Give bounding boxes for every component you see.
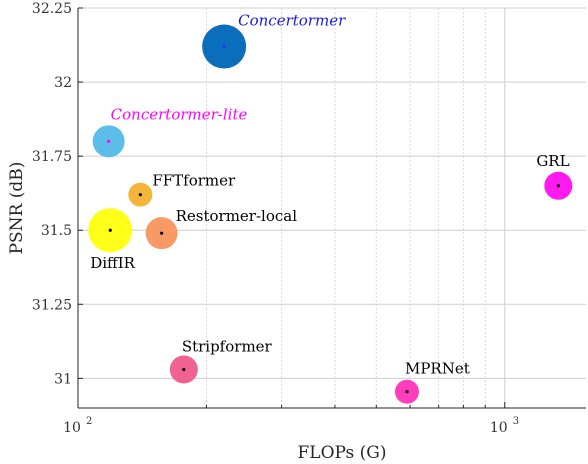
y-tick-label: 32 [54,75,72,91]
x-axis-label: FLOPs (G) [298,443,387,463]
point-label: Restormer-local [176,207,298,225]
data-points: Concertormer Concertormer-lite FFTformer Di… [88,12,573,404]
y-axis-label: PSNR (dB) [7,162,27,255]
grid-lines [77,7,586,408]
point-label: FFTformer [152,172,236,190]
point-mprnet: MPRNet [394,360,470,404]
point-center-dot [107,139,111,143]
point-center-dot [222,44,226,49]
y-tick-label: 31.25 [32,297,72,313]
point-label: Stripformer [182,337,273,355]
point-center-dot [108,228,112,232]
point-concertormer-lite: Concertormer-lite [92,105,248,158]
y-tick-label: 31 [54,371,72,387]
point-concertormer: Concertormer [202,12,346,69]
point-center-dot [138,193,142,197]
tick-labels: 31 31.25 31.5 31.75 32 32.25 10 2 10 3 [32,1,519,436]
point-center-dot [182,367,186,372]
x-tick-exponent: 2 [86,416,92,427]
y-tick-label: 31.75 [32,149,72,165]
point-diffir: DiffIR [88,208,136,272]
point-label: DiffIR [90,254,135,272]
point-center-dot [405,390,409,394]
point-label: Concertormer [238,12,346,30]
point-label: GRL [536,152,569,170]
point-restormer-local: Restormer-local [145,207,298,250]
point-center-dot [160,231,164,235]
point-stripformer: Stripformer [169,337,273,384]
x-tick-label: 10 [63,420,81,436]
y-tick-label: 31.5 [41,223,72,239]
point-fftformer: FFTformer [128,172,236,207]
point-grl: GRL [536,152,573,200]
x-tick-label: 10 [490,420,508,436]
axes [77,7,586,409]
point-center-dot [556,184,560,188]
point-label: Concertormer-lite [111,105,248,123]
point-label: MPRNet [405,360,470,378]
x-tick-exponent: 3 [513,416,519,427]
y-tick-label: 32.25 [32,1,72,17]
